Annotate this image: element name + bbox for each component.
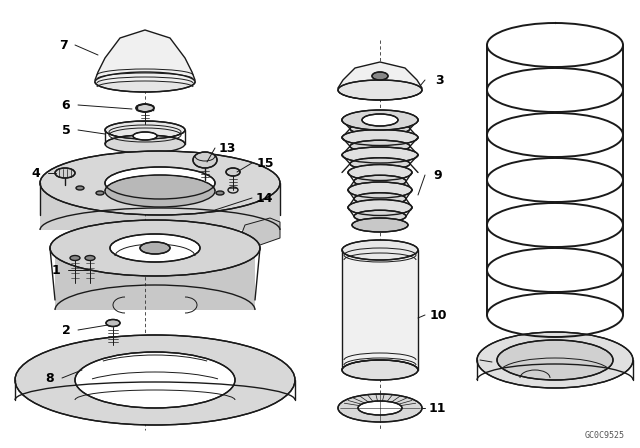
Ellipse shape: [350, 140, 410, 152]
Ellipse shape: [350, 158, 410, 170]
Polygon shape: [95, 30, 195, 82]
Ellipse shape: [348, 164, 412, 181]
Ellipse shape: [372, 72, 388, 80]
Ellipse shape: [477, 332, 633, 388]
Text: GC0C9525: GC0C9525: [585, 431, 625, 440]
Ellipse shape: [133, 132, 157, 140]
Ellipse shape: [342, 129, 418, 146]
Text: 3: 3: [436, 73, 444, 86]
Ellipse shape: [354, 210, 406, 222]
Polygon shape: [40, 183, 280, 230]
Text: 5: 5: [61, 124, 70, 137]
Ellipse shape: [96, 191, 104, 195]
Polygon shape: [55, 248, 255, 310]
Text: 15: 15: [256, 156, 274, 169]
Text: 12: 12: [496, 356, 514, 369]
Ellipse shape: [497, 340, 613, 380]
Text: 9: 9: [434, 168, 442, 181]
Ellipse shape: [352, 218, 408, 232]
Text: 13: 13: [218, 142, 236, 155]
Ellipse shape: [354, 175, 406, 187]
Ellipse shape: [193, 152, 217, 168]
Ellipse shape: [76, 186, 84, 190]
Polygon shape: [338, 62, 422, 92]
Ellipse shape: [136, 104, 154, 112]
Ellipse shape: [338, 394, 422, 422]
Text: 1: 1: [52, 263, 60, 276]
Ellipse shape: [105, 121, 185, 139]
Ellipse shape: [85, 255, 95, 260]
Ellipse shape: [358, 401, 402, 415]
Ellipse shape: [342, 112, 418, 128]
Ellipse shape: [110, 234, 200, 262]
Polygon shape: [240, 218, 280, 245]
Ellipse shape: [354, 193, 406, 205]
Text: 14: 14: [255, 191, 273, 204]
Ellipse shape: [55, 168, 75, 178]
Ellipse shape: [342, 147, 418, 163]
Text: 4: 4: [31, 167, 40, 180]
Ellipse shape: [362, 114, 398, 126]
Ellipse shape: [342, 110, 418, 130]
Ellipse shape: [105, 175, 215, 207]
Ellipse shape: [342, 360, 418, 380]
Text: 11: 11: [428, 401, 445, 414]
Ellipse shape: [226, 168, 240, 176]
Text: 7: 7: [59, 39, 67, 52]
Polygon shape: [342, 250, 418, 370]
Text: 10: 10: [429, 309, 447, 322]
Ellipse shape: [348, 182, 412, 198]
Ellipse shape: [95, 72, 195, 92]
Text: 6: 6: [61, 99, 70, 112]
Ellipse shape: [50, 220, 260, 276]
Text: 8: 8: [45, 371, 54, 384]
Ellipse shape: [338, 80, 422, 100]
Ellipse shape: [105, 135, 185, 153]
Ellipse shape: [350, 123, 410, 135]
Ellipse shape: [216, 191, 224, 195]
Ellipse shape: [75, 352, 235, 408]
Ellipse shape: [70, 255, 80, 260]
Ellipse shape: [105, 167, 215, 199]
Ellipse shape: [348, 199, 412, 215]
Text: 2: 2: [61, 323, 70, 336]
Ellipse shape: [106, 319, 120, 327]
Ellipse shape: [15, 335, 295, 425]
Ellipse shape: [140, 242, 170, 254]
Ellipse shape: [40, 151, 280, 215]
Ellipse shape: [342, 240, 418, 260]
